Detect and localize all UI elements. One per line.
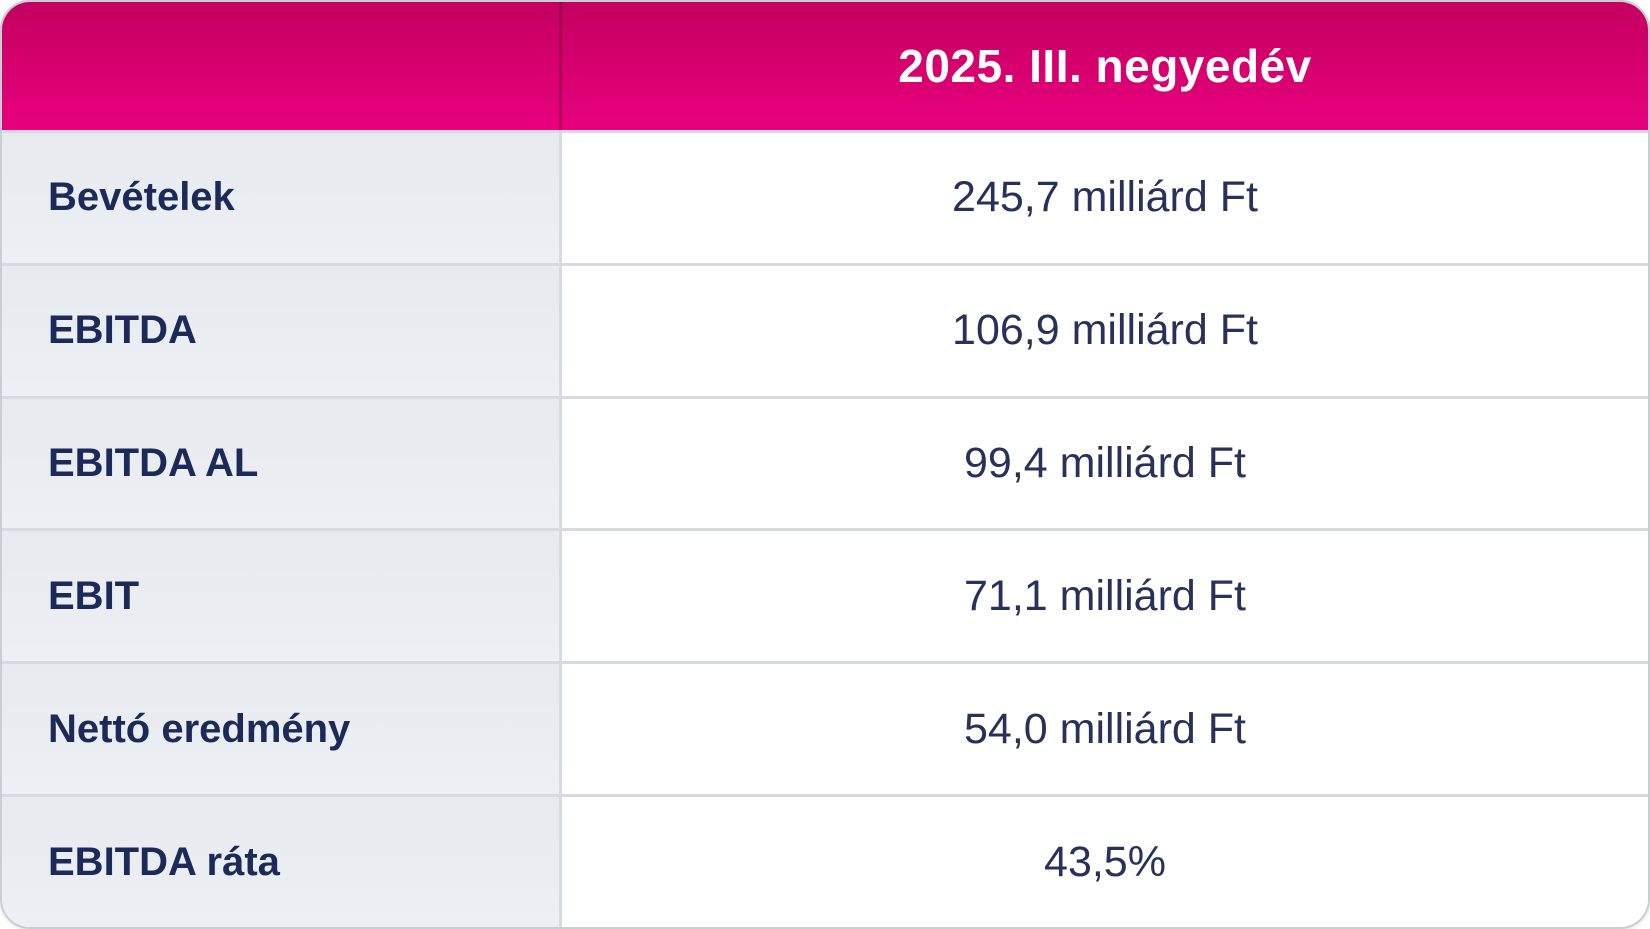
row-value: 99,4 milliárd Ft: [562, 398, 1648, 529]
header-row: 2025. III. negyedév: [2, 2, 1648, 130]
row-label: Bevételek: [2, 133, 562, 263]
row-value: 245,7 milliárd Ft: [562, 133, 1648, 263]
table-row: EBITDA AL 99,4 milliárd Ft: [2, 395, 1648, 529]
row-value: 71,1 milliárd Ft: [562, 531, 1648, 662]
row-value: 54,0 milliárd Ft: [562, 664, 1648, 795]
row-label: EBITDA AL: [2, 398, 562, 529]
row-value: 43,5%: [562, 797, 1648, 927]
row-label: Nettó eredmény: [2, 664, 562, 795]
table-row: EBIT 71,1 milliárd Ft: [2, 528, 1648, 662]
row-value: 106,9 milliárd Ft: [562, 265, 1648, 396]
row-label: EBITDA ráta: [2, 797, 562, 927]
table-row: Nettó eredmény 54,0 milliárd Ft: [2, 661, 1648, 795]
header-period-title: 2025. III. negyedév: [898, 40, 1312, 92]
header-corner-cell: [2, 2, 562, 130]
table-row: EBITDA ráta 43,5%: [2, 794, 1648, 927]
table-row: Bevételek 245,7 milliárd Ft: [2, 130, 1648, 263]
table-row: EBITDA 106,9 milliárd Ft: [2, 262, 1648, 396]
row-label: EBITDA: [2, 265, 562, 396]
row-label: EBIT: [2, 531, 562, 662]
